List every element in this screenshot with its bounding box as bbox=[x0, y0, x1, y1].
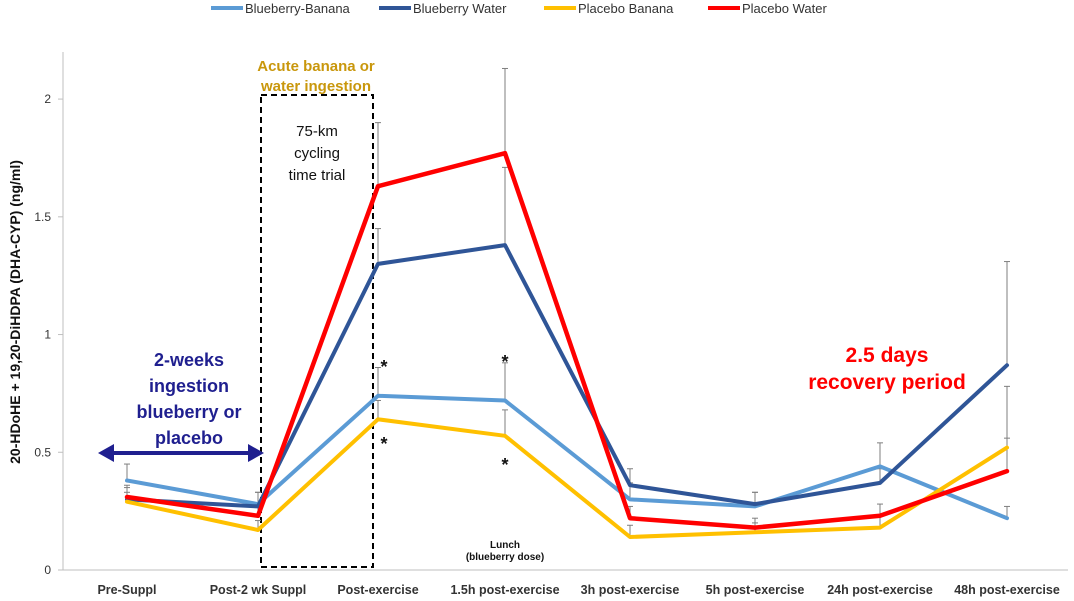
legend-label: Blueberry Water bbox=[413, 1, 507, 16]
x-tick-label: Post-2 wk Suppl bbox=[210, 583, 307, 597]
legend-label: Placebo Banana bbox=[578, 1, 674, 16]
supp-text-line1: 2-weeks bbox=[154, 350, 224, 370]
series-line bbox=[125, 417, 1009, 539]
supp-double-arrow bbox=[98, 444, 264, 462]
x-tick-label: 48h post-exercise bbox=[954, 583, 1060, 597]
supp-text-line4: placebo bbox=[155, 428, 223, 448]
x-tick-label: 3h post-exercise bbox=[581, 583, 680, 597]
box-text-line2: cycling bbox=[294, 145, 340, 162]
y-axis-label: 20-HDoHE + 19,20-DiHDPA (DHA-CYP) (ng/ml… bbox=[7, 160, 23, 464]
x-tick-label: Pre-Suppl bbox=[97, 583, 156, 597]
y-tick-label: 1 bbox=[44, 328, 51, 342]
sig-star-1-5h-upper: * bbox=[501, 352, 508, 372]
legend: Blueberry-Banana Blueberry Water Placebo B… bbox=[211, 1, 827, 16]
sig-star-post-exercise-lower: * bbox=[380, 434, 387, 454]
lunch-text-line1: Lunch bbox=[490, 540, 520, 551]
lunch-text-line2: (blueberry dose) bbox=[466, 552, 544, 563]
box-text-line1: 75-km bbox=[296, 123, 338, 140]
y-tick-label: 0.5 bbox=[34, 445, 51, 459]
time-trial-box bbox=[260, 94, 374, 568]
legend-label: Blueberry-Banana bbox=[245, 1, 351, 16]
series-line bbox=[124, 150, 1010, 530]
supp-text-line2: ingestion bbox=[149, 376, 229, 396]
x-tick-labels: Pre-Suppl Post-2 wk Suppl Post-exercise 1.5… bbox=[97, 583, 1059, 597]
y-tick-label: 2 bbox=[44, 92, 51, 106]
supp-text-line3: blueberry or bbox=[136, 402, 241, 422]
recovery-text-line2: recovery period bbox=[808, 371, 966, 394]
x-tick-label: 1.5h post-exercise bbox=[450, 583, 559, 597]
y-tick-labels: 0 0.5 1 1.5 2 bbox=[34, 92, 63, 577]
sig-star-post-exercise-upper: * bbox=[380, 357, 387, 377]
x-tick-label: Post-exercise bbox=[337, 583, 418, 597]
y-tick-label: 0 bbox=[44, 563, 51, 577]
sig-star-1-5h-lower: * bbox=[501, 455, 508, 475]
y-tick-label: 1.5 bbox=[34, 210, 51, 224]
legend-label: Placebo Water bbox=[742, 1, 827, 16]
box-title-line2: water ingestion bbox=[260, 78, 371, 95]
recovery-text-line1: 2.5 days bbox=[846, 344, 929, 367]
x-tick-label: 5h post-exercise bbox=[706, 583, 805, 597]
box-title-line1: Acute banana or bbox=[257, 58, 375, 75]
box-text-line3: time trial bbox=[289, 167, 346, 184]
series-lines bbox=[124, 150, 1010, 539]
series-line bbox=[125, 393, 1009, 521]
x-tick-label: 24h post-exercise bbox=[827, 583, 933, 597]
